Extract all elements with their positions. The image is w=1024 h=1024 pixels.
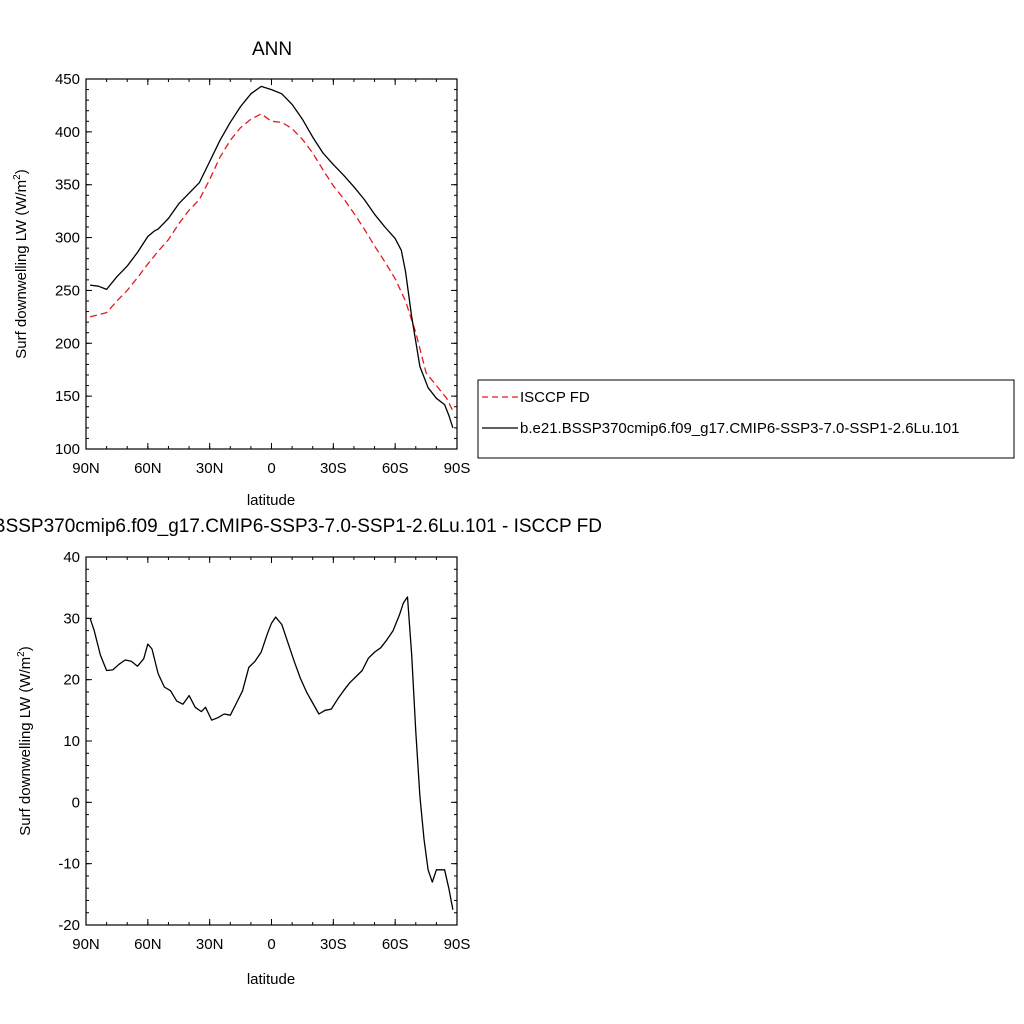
top-series-line-1 (90, 85, 454, 429)
bottom-series-line-0 (89, 596, 454, 910)
top-y-axis-label-sup: 2 (12, 174, 23, 180)
top-y-axis-label-base: Surf downwelling LW (W/m (13, 180, 30, 359)
bottom-x-tick-label: 60S (382, 936, 409, 953)
top-series-line-0 (89, 113, 454, 412)
top-plot-area: 90N 60N 30N 0 30S 60S 90S 100 150 200 250 300 350 400… (55, 71, 470, 477)
bottom-y-tick-label: -10 (58, 856, 80, 873)
bottom-x-tick-label: 30S (320, 936, 347, 953)
top-y-axis-label-close: ) (13, 169, 30, 174)
legend-label-isccp: ISCCP FD (520, 389, 590, 406)
top-x-axis-label: latitude (247, 492, 295, 509)
bottom-panel: b.e21.BSSP370cmip6.f09_g17.CMIP6-SSP3-7.… (0, 516, 602, 988)
top-x-tick-label: 60S (382, 460, 409, 477)
bottom-y-tick-label: 0 (72, 794, 80, 811)
bottom-x-tick-label: 90S (444, 936, 471, 953)
bottom-y-tick-label: 30 (63, 610, 80, 627)
bottom-y-tick-label: -20 (58, 917, 80, 934)
top-y-axis-label: Surf downwelling LW (W/m2) (12, 169, 30, 359)
top-x-tick-label: 0 (267, 460, 275, 477)
bottom-y-axis-label: Surf downwelling LW (W/m2) (16, 646, 34, 836)
bottom-y-axis-label-sup: 2 (16, 651, 27, 657)
bottom-x-tick-label: 60N (134, 936, 162, 953)
top-panel: ANN 90N 60N 30N 0 30S 60S 90S 100 150 200 250 300 35… (12, 39, 470, 509)
legend-box (477, 379, 1015, 459)
bottom-y-tick-label: 20 (63, 672, 80, 689)
top-y-tick-label: 200 (55, 335, 80, 352)
top-y-tick-label: 400 (55, 124, 80, 141)
bottom-plot-area: 90N 60N 30N 0 30S 60S 90S -20 -10 0 10 20 30 40 (58, 549, 470, 953)
top-x-tick-label: 30N (196, 460, 224, 477)
legend-label-model: b.e21.BSSP370cmip6.f09_g17.CMIP6-SSP3-7.… (520, 420, 959, 437)
top-y-tick-label: 300 (55, 230, 80, 247)
top-chart-title: ANN (252, 39, 292, 60)
legend: ISCCP FD b.e21.BSSP370cmip6.f09_g17.CMIP… (477, 379, 1015, 459)
top-y-tick-label: 350 (55, 177, 80, 194)
top-x-tick-label: 60N (134, 460, 162, 477)
bottom-y-axis-label-base: Surf downwelling LW (W/m (17, 657, 34, 836)
top-x-tick-label: 90N (72, 460, 100, 477)
bottom-axes-frame (85, 556, 458, 926)
top-x-tick-label: 90S (444, 460, 471, 477)
bottom-y-axis-label-close: ) (17, 646, 34, 651)
bottom-x-tick-label: 0 (267, 936, 275, 953)
top-y-tick-label: 100 (55, 441, 80, 458)
top-x-tick-label: 30S (320, 460, 347, 477)
bottom-y-tick-label: 40 (63, 549, 80, 566)
bottom-chart-title: b.e21.BSSP370cmip6.f09_g17.CMIP6-SSP3-7.… (0, 516, 602, 537)
top-y-tick-label: 150 (55, 388, 80, 405)
top-axes-frame (85, 78, 458, 450)
bottom-x-axis-label: latitude (247, 971, 295, 988)
top-y-tick-label: 450 (55, 71, 80, 88)
bottom-x-tick-label: 90N (72, 936, 100, 953)
top-y-tick-label: 250 (55, 282, 80, 299)
bottom-x-tick-label: 30N (196, 936, 224, 953)
bottom-y-tick-label: 10 (63, 733, 80, 750)
